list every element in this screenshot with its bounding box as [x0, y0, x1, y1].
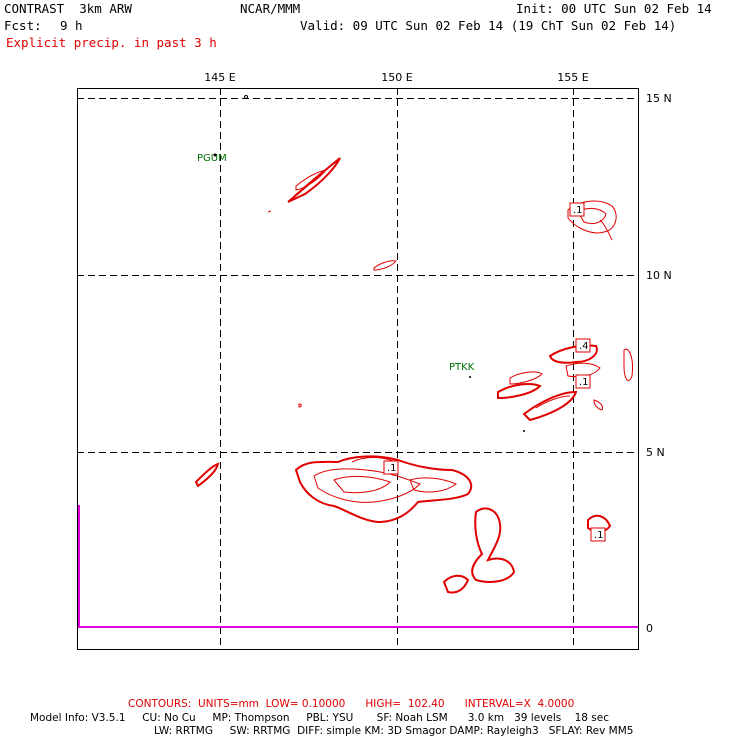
center-label: NCAR/MMM [240, 1, 301, 16]
station-ptkk: PTKK [449, 362, 475, 373]
contours-info: CONTOURS: UNITS=mm LOW= 0.10000 HIGH= 10… [128, 698, 575, 710]
field-title: Explicit precip. in past 3 h [6, 35, 217, 50]
contour-label-1: .1 [573, 205, 583, 216]
axis-zero-label: 0 [646, 622, 653, 635]
lat-label-10: 10 N [646, 269, 672, 282]
island-dot [244, 95, 248, 99]
model-title: CONTRAST 3km ARW [4, 1, 132, 16]
model-info-line-2: LW: RRTMG SW: RRTMG DIFF: simple KM: 3D … [154, 725, 634, 737]
contour-label-2: .4 [579, 341, 589, 352]
valid-time: Valid: 09 UTC Sun 02 Feb 14 (19 ChT Sun … [300, 18, 677, 33]
station-dot-pgum [213, 153, 217, 157]
fcst-value: 9 h [60, 18, 83, 33]
lat-lon-grid [77, 88, 639, 650]
fcst-label: Fcst: [4, 18, 42, 33]
contour-label-3: .1 [579, 377, 589, 388]
contour-cell-main [294, 455, 473, 524]
contour-cell-10n [373, 260, 397, 271]
model-info-line-1: Model Info: V3.5.1 CU: No Cu MP: Thompso… [30, 712, 609, 724]
contour-label-4: .1 [387, 463, 397, 474]
lon-label-155: 155 E [557, 71, 588, 84]
contour-cell-east-2 [522, 390, 578, 422]
lon-label-145: 145 E [204, 71, 235, 84]
contour-cell-south [471, 507, 516, 583]
contour-cell-east-1 [548, 344, 598, 364]
magenta-trace [78, 505, 638, 628]
map-frame [77, 88, 639, 650]
station-pgum: PGUM [197, 153, 227, 164]
island-dot-2 [523, 430, 525, 432]
lat-label-15: 15 N [646, 92, 672, 105]
init-time: Init: 00 UTC Sun 02 Feb 14 [516, 1, 712, 16]
contour-cell-nw [287, 157, 341, 203]
lat-label-5: 5 N [646, 446, 665, 459]
contour-cell-ne [567, 200, 617, 234]
lon-label-150: 150 E [381, 71, 412, 84]
precip-contours [194, 157, 633, 594]
contour-cell-5n-west [194, 462, 220, 488]
station-dot-ptkk [469, 376, 471, 378]
contour-label-5: .1 [594, 530, 604, 541]
contour-value-labels: .1 .4 .1 .1 .1 [383, 202, 606, 542]
